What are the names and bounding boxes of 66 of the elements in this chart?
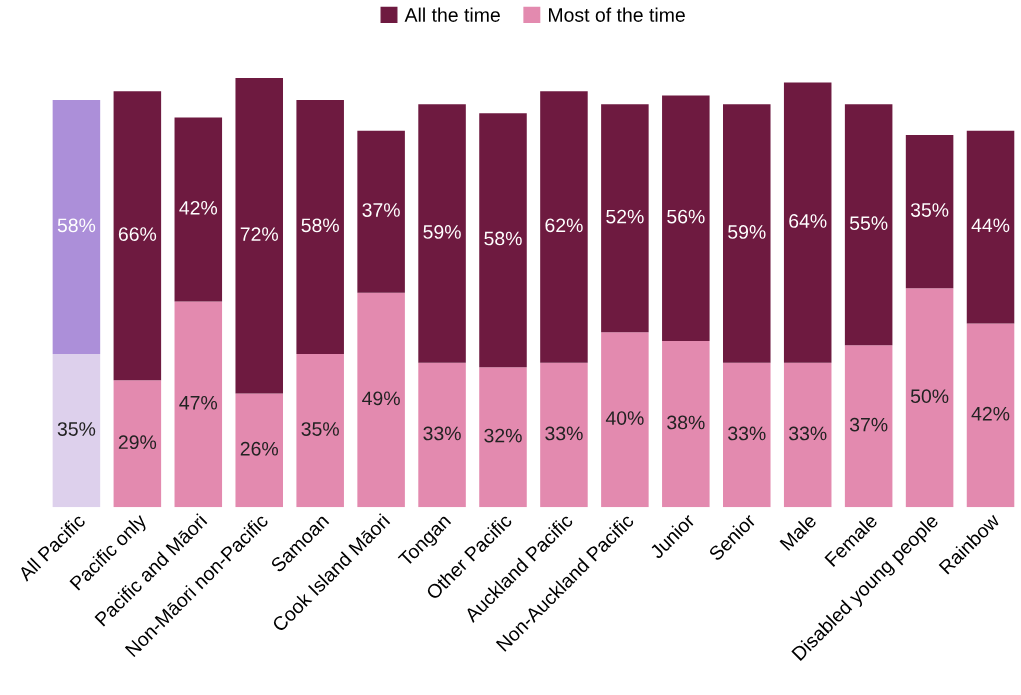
bar [479, 367, 527, 508]
bar [966, 323, 1015, 508]
data-label: 59% [423, 225, 461, 239]
bar [783, 82, 832, 363]
data-label: 32% [484, 428, 522, 443]
data-label: 33% [423, 426, 461, 441]
data-label: 64% [789, 214, 827, 228]
data-label: 35% [910, 203, 949, 217]
data-label: 59% [728, 225, 766, 239]
data-label: 26% [240, 441, 279, 456]
data-label: 42% [179, 200, 218, 215]
data-label: 47% [179, 395, 218, 410]
data-label: 66% [118, 227, 157, 241]
bar [844, 345, 893, 508]
bar [113, 380, 162, 508]
bar [905, 135, 954, 289]
data-label: 35% [301, 422, 339, 436]
bar [723, 104, 771, 363]
bar [113, 91, 162, 381]
bar [52, 354, 101, 508]
data-label: 29% [118, 435, 157, 450]
legend-label: Most of the time [549, 7, 685, 22]
data-label: 58% [301, 218, 339, 233]
legend-label: All the time [404, 7, 500, 22]
data-label: 55% [849, 216, 888, 231]
bar [235, 393, 284, 508]
bar [52, 99, 101, 355]
bar [662, 95, 710, 341]
data-label: 58% [57, 218, 96, 233]
data-label: 38% [667, 415, 705, 430]
data-label: 56% [667, 209, 705, 224]
bar [540, 362, 588, 508]
data-label: 50% [910, 389, 949, 404]
bar [418, 362, 466, 508]
bar [357, 130, 405, 293]
data-label: 40% [605, 411, 644, 425]
data-label: 49% [362, 391, 400, 406]
data-label: 72% [240, 227, 279, 241]
bar [235, 78, 284, 394]
bar [296, 99, 344, 355]
data-label: 42% [971, 406, 1010, 421]
bar [723, 362, 771, 508]
bar [418, 104, 466, 363]
bar [966, 130, 1015, 324]
bar [601, 104, 649, 333]
data-label: 35% [57, 422, 96, 436]
bar [844, 104, 893, 346]
bar [174, 301, 223, 508]
bar [662, 340, 710, 508]
bar [479, 113, 527, 368]
data-label: 33% [728, 426, 766, 441]
bar [296, 354, 344, 508]
data-label: 62% [545, 218, 583, 233]
data-label: 33% [788, 426, 827, 441]
bar [540, 91, 588, 363]
data-label: 52% [606, 209, 644, 224]
bar [601, 332, 649, 508]
bar [357, 292, 405, 508]
data-label: 37% [362, 203, 400, 217]
data-label: 33% [545, 426, 583, 441]
bar [174, 117, 223, 302]
data-label: 58% [484, 231, 522, 246]
data-label: 44% [971, 218, 1010, 233]
bar [905, 288, 954, 508]
bar [783, 362, 832, 508]
data-label: 37% [849, 417, 888, 432]
